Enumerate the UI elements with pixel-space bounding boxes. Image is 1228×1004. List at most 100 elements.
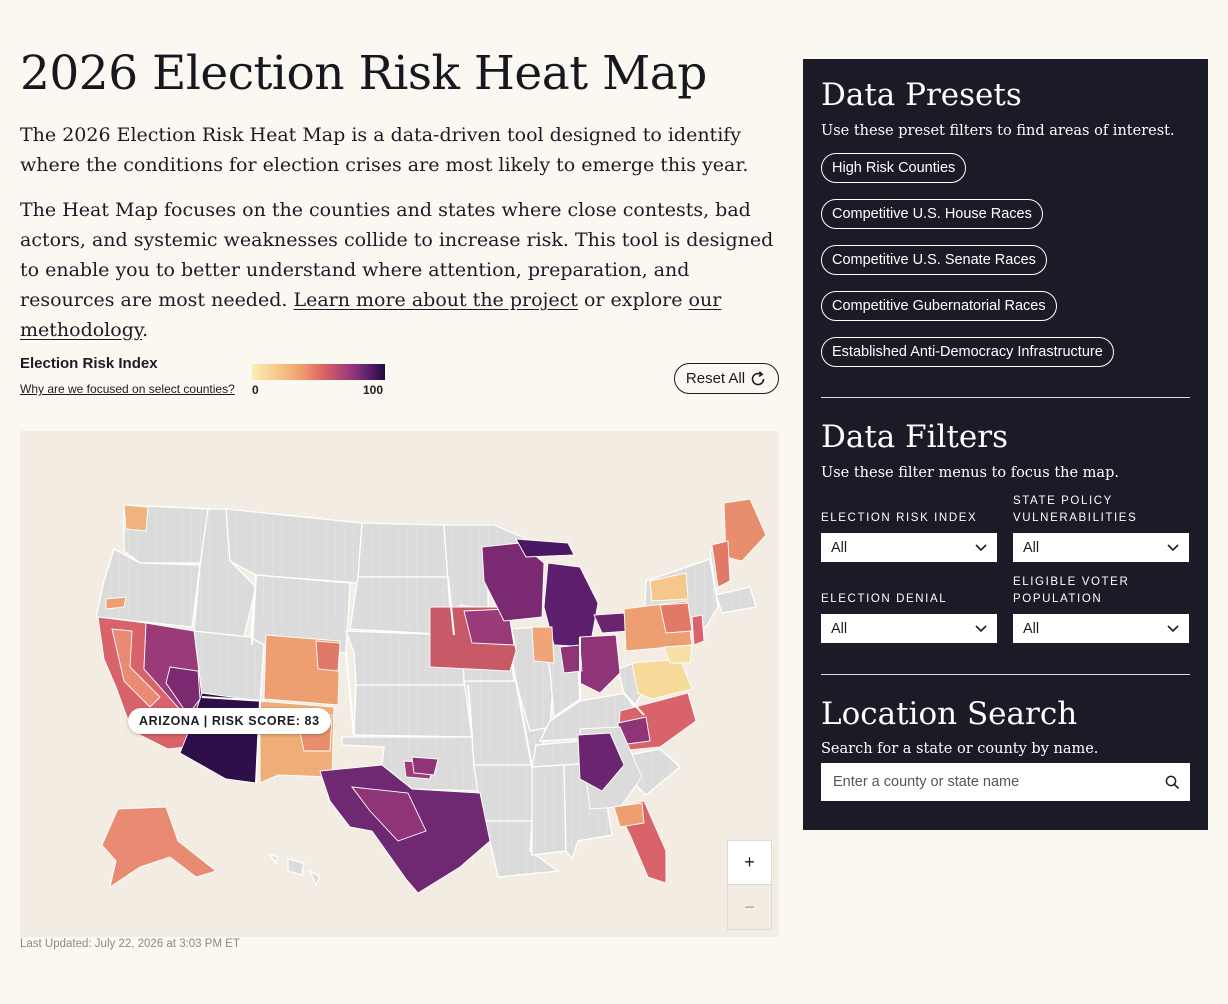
- state-oklahoma-east: [411, 756, 439, 776]
- preset-high-risk-counties[interactable]: High Risk Counties: [821, 153, 967, 183]
- search-input[interactable]: [831, 773, 1131, 791]
- state-iowa-east: [463, 608, 515, 646]
- county-line: [604, 500, 609, 892]
- search-subtitle: Search for a state or county by name.: [821, 741, 1099, 757]
- risk-layer: [97, 498, 767, 894]
- election-denial-select[interactable]: All: [821, 614, 997, 643]
- legend-gradient: [252, 364, 385, 380]
- state-policy-select[interactable]: All: [1013, 533, 1189, 562]
- preset-list: High Risk Counties Competitive U.S. Hous…: [821, 153, 1190, 367]
- state-colorado-west: [315, 640, 341, 672]
- state-illinois-west: [531, 626, 555, 664]
- us-map[interactable]: [20, 431, 779, 937]
- state-pennsylvania-east: [659, 602, 693, 634]
- preset-house-races[interactable]: Competitive U.S. House Races: [821, 199, 1043, 229]
- state-mississippi[interactable]: [531, 764, 567, 856]
- state-massachusetts[interactable]: [715, 586, 757, 614]
- state-missouri-east: [559, 644, 583, 674]
- location-search: [821, 763, 1190, 801]
- map-tooltip: ARIZONA | RISK SCORE: 83: [128, 708, 331, 734]
- presets-subtitle: Use these preset filters to find areas o…: [821, 123, 1175, 139]
- filters-subtitle: Use these filter menus to focus the map.: [821, 465, 1119, 481]
- divider: [821, 674, 1190, 675]
- presets-section: Data Presets Use these preset filters to…: [821, 75, 1190, 367]
- select-value: All: [831, 539, 848, 556]
- state-new-hampshire[interactable]: [711, 540, 731, 588]
- legend-min: 0: [252, 383, 259, 397]
- search-title: Location Search: [821, 696, 1078, 732]
- methodology-link[interactable]: our methodology: [20, 289, 722, 341]
- state-utah[interactable]: [193, 630, 265, 704]
- zoom-in-button[interactable]: +: [727, 840, 772, 885]
- state-hawaii[interactable]: [268, 853, 321, 887]
- county-line: [226, 500, 231, 892]
- county-line: [694, 500, 699, 892]
- county-line: [739, 500, 744, 892]
- filter-label: ELECTION DENIAL: [821, 593, 948, 605]
- search-icon[interactable]: [1165, 775, 1180, 790]
- filter-label: ELIGIBLE VOTER POPULATION: [1013, 576, 1130, 605]
- filters-title: Data Filters: [821, 419, 1008, 455]
- legend-title: Election Risk Index: [20, 355, 158, 372]
- intro-text-end: .: [142, 319, 149, 341]
- county-line: [730, 500, 735, 892]
- filter-election-risk-index: ELECTION RISK INDEX All: [821, 493, 997, 562]
- filter-label: ELECTION RISK INDEX: [821, 512, 978, 524]
- state-maine[interactable]: [723, 498, 767, 562]
- state-alaska[interactable]: [101, 806, 217, 889]
- state-georgia-counties: [577, 732, 625, 792]
- heat-map[interactable]: ARIZONA | RISK SCORE: 83 + −: [20, 431, 779, 937]
- state-florida-north: [613, 802, 645, 828]
- intro-paragraph-2: The Heat Map focuses on the counties and…: [20, 195, 780, 345]
- chevron-down-icon: [1167, 543, 1179, 551]
- state-montana[interactable]: [225, 508, 363, 584]
- zoom-controls: + −: [727, 840, 772, 930]
- state-maryland[interactable]: [663, 644, 693, 664]
- last-updated: Last Updated: July 22, 2026 at 3:03 PM E…: [20, 938, 240, 950]
- divider: [821, 397, 1190, 398]
- state-nevada-south: [165, 666, 201, 716]
- county-line: [343, 500, 348, 892]
- intro-text: The Heat Map focuses on the counties and…: [20, 199, 774, 311]
- legend-max: 100: [363, 383, 384, 397]
- county-line: [253, 500, 258, 892]
- legend: Election Risk Index Why are we focused o…: [20, 355, 780, 399]
- search-section: Location Search Search for a state or co…: [821, 694, 1190, 801]
- county-line: [667, 500, 672, 892]
- state-new-jersey[interactable]: [691, 614, 705, 646]
- county-line: [235, 500, 240, 892]
- state-virginia[interactable]: [631, 658, 693, 700]
- state-kansas[interactable]: [353, 684, 473, 738]
- eligible-voter-select[interactable]: All: [1013, 614, 1189, 643]
- reset-all-button[interactable]: Reset All: [674, 363, 779, 394]
- county-line: [748, 500, 753, 892]
- filter-state-policy: STATE POLICY VULNERABILITIES All: [1013, 493, 1189, 562]
- chevron-down-icon: [975, 624, 987, 632]
- election-risk-index-select[interactable]: All: [821, 533, 997, 562]
- refresh-icon: [751, 370, 765, 385]
- intro-paragraph: The 2026 Election Risk Heat Map is a dat…: [20, 124, 749, 176]
- state-ohio[interactable]: [579, 634, 621, 694]
- county-line: [586, 500, 591, 892]
- filter-election-denial: ELECTION DENIAL All: [821, 574, 997, 643]
- select-value: All: [1023, 539, 1040, 556]
- state-washington-west: [123, 504, 149, 532]
- county-line: [595, 500, 600, 892]
- preset-anti-democracy-infrastructure[interactable]: Established Anti-Democracy Infrastructur…: [821, 337, 1114, 367]
- state-borders: [201, 574, 645, 784]
- state-michigan-up: [515, 538, 575, 558]
- zoom-out-button[interactable]: −: [727, 885, 772, 930]
- county-line: [244, 500, 249, 892]
- preset-senate-races[interactable]: Competitive U.S. Senate Races: [821, 245, 1047, 275]
- filter-label: STATE POLICY VULNERABILITIES: [1013, 495, 1138, 524]
- county-line: [757, 500, 762, 892]
- presets-title: Data Presets: [821, 77, 1022, 113]
- state-oregon-north: [105, 596, 127, 610]
- state-texas-central: [351, 786, 427, 842]
- filters-section: Data Filters Use these filter menus to f…: [821, 417, 1190, 643]
- state-california-inland: [111, 628, 161, 708]
- legend-info-link[interactable]: Why are we focused on select counties?: [20, 382, 235, 396]
- chevron-down-icon: [1167, 624, 1179, 632]
- preset-gubernatorial-races[interactable]: Competitive Gubernatorial Races: [821, 291, 1057, 321]
- project-link[interactable]: Learn more about the project: [293, 289, 578, 311]
